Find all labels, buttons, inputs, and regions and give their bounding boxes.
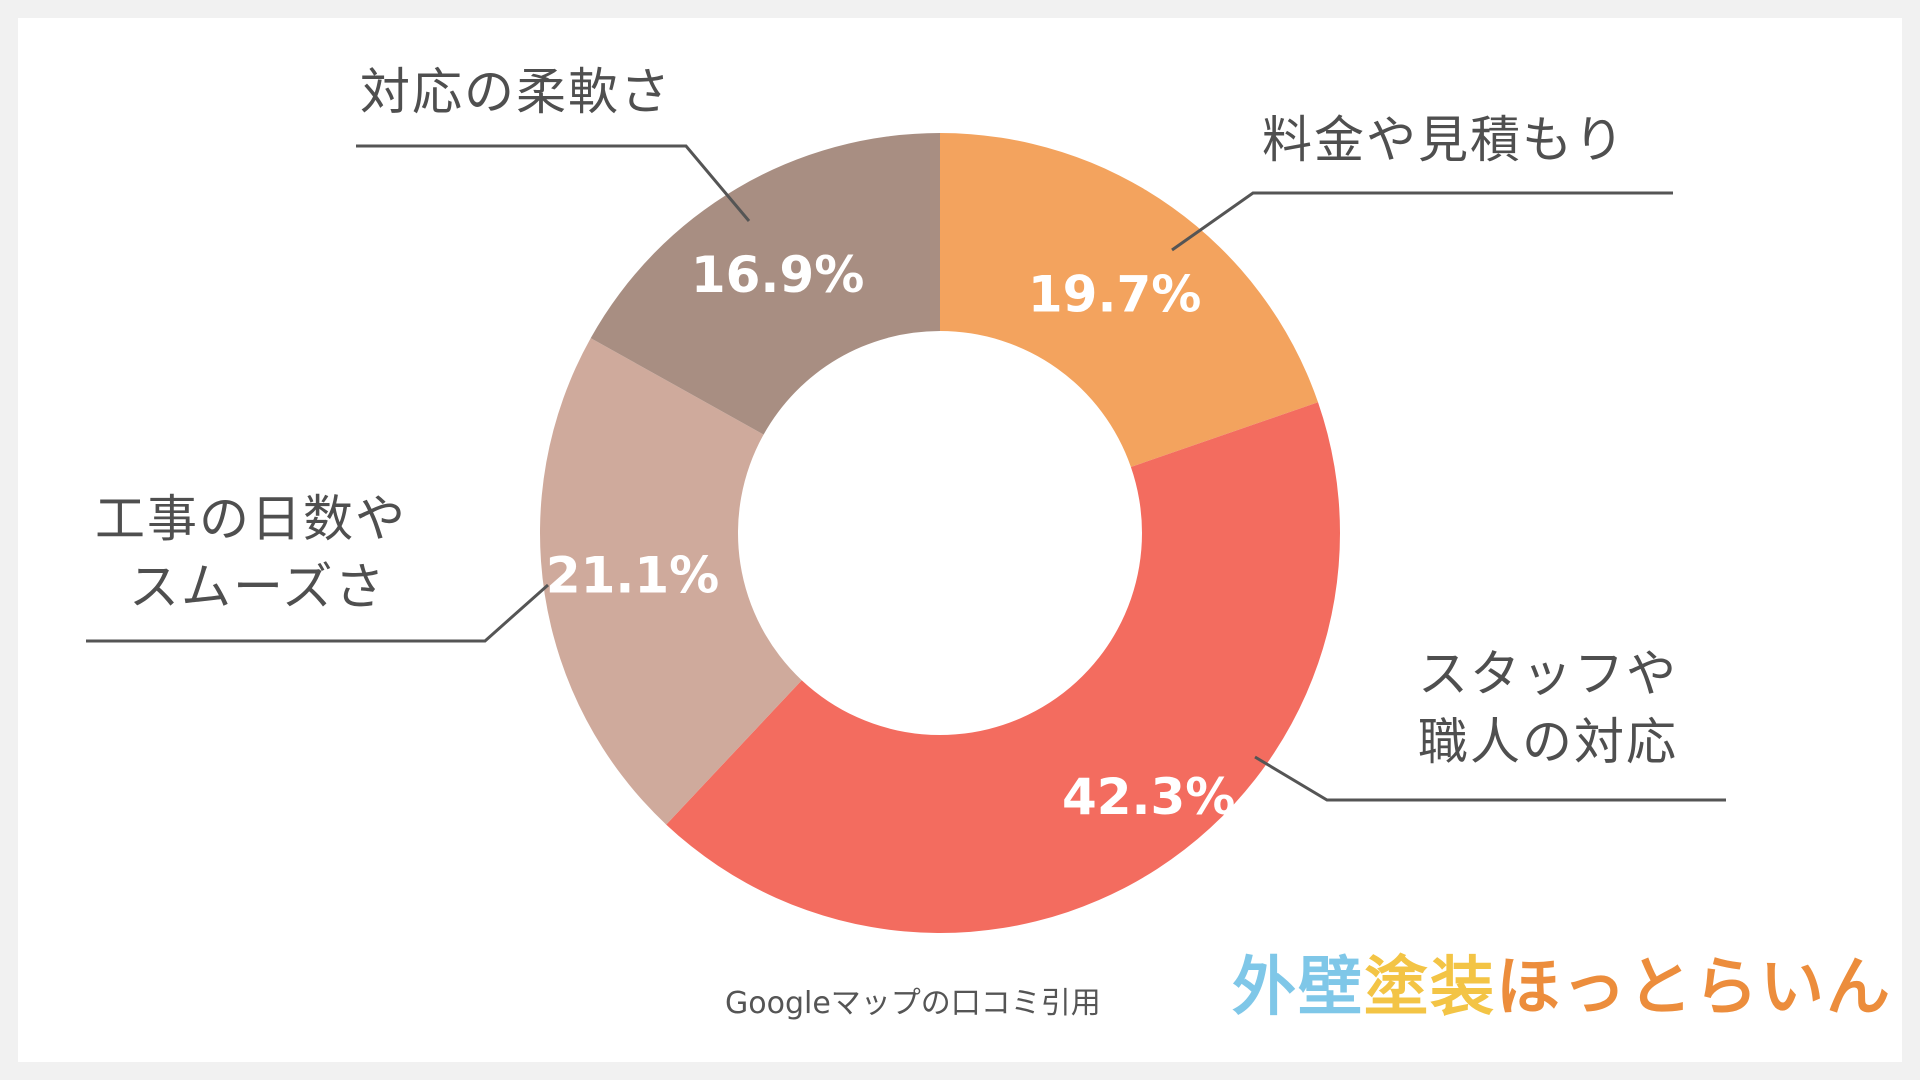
logo-part-3: ほっとらいん (1496, 951, 1892, 1025)
slice-3 (540, 338, 802, 825)
logo-part-2: 塗装 (1364, 951, 1496, 1025)
label-koji-line2: スムーズさ (129, 558, 387, 616)
slice-4-percent: 16.9% (691, 246, 864, 304)
label-taio-text: 対応の柔軟さ (360, 63, 672, 121)
percent-labels: 19.7% 42.3% 21.1% 16.9% (546, 246, 1236, 826)
leader-line-staff (1254, 755, 1726, 802)
label-staff-line2: 職人の対応 (1418, 713, 1678, 771)
brand-logo: 外壁塗装ほっとらいん (1232, 948, 1892, 1028)
label-ryokin-text: 料金や見積もり (1262, 111, 1626, 169)
label-koji-line1: 工事の日数や (95, 490, 407, 548)
slice-1-percent: 19.7% (1028, 265, 1201, 323)
source-note: Googleマップの口コミ引用 (725, 986, 1101, 1021)
leader-line-taio (356, 144, 751, 222)
label-ryokin: 料金や見積もり (1262, 106, 1626, 174)
slice-3-percent: 21.1% (546, 547, 719, 605)
label-koji: 工事の日数や スムーズさ (95, 485, 407, 621)
leader-lines (86, 144, 1726, 802)
slice-4 (590, 133, 940, 435)
leader-line-ryokin (1171, 191, 1673, 252)
leader-line-koji (86, 583, 549, 643)
donut-slices (540, 133, 1340, 934)
label-staff-line1: スタッフや (1418, 645, 1678, 703)
label-taio: 対応の柔軟さ (360, 58, 672, 126)
logo-part-1: 外壁 (1232, 951, 1364, 1025)
slice-1 (940, 133, 1319, 467)
slice-2 (666, 402, 1340, 934)
label-staff: スタッフや 職人の対応 (1418, 640, 1678, 776)
slice-2-percent: 42.3% (1062, 768, 1235, 826)
